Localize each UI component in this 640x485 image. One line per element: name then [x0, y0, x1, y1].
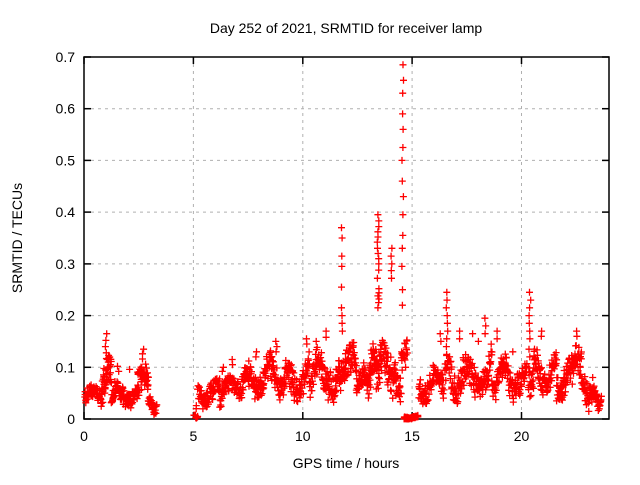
y-tick-label: 0.7 — [56, 49, 76, 65]
y-tick-label: 0.5 — [56, 152, 76, 168]
x-tick-label: 0 — [80, 428, 88, 444]
y-tick-label: 0.4 — [56, 204, 76, 220]
y-axis-label: SRMTID / TECUs — [9, 183, 25, 293]
x-axis-label: GPS time / hours — [293, 455, 400, 471]
x-tick-label: 5 — [190, 428, 198, 444]
x-tick-label: 20 — [514, 428, 530, 444]
y-tick-label: 0.2 — [56, 308, 76, 324]
x-tick-label: 10 — [295, 428, 311, 444]
chart-title: Day 252 of 2021, SRMTID for receiver lam… — [210, 20, 483, 36]
tick-labels: 0 0.1 0.2 0.3 0.4 0.5 0.6 0.7 0 5 10 15 20 — [56, 49, 530, 444]
plot-border — [83, 56, 610, 420]
y-tick-label: 0 — [67, 411, 75, 427]
y-tick-label: 0.3 — [56, 256, 76, 272]
grid-lines — [84, 57, 609, 419]
data-points-scatter — [81, 61, 605, 423]
axis-ticks — [83, 56, 609, 420]
y-tick-label: 0.1 — [56, 359, 76, 375]
y-tick-label: 0.6 — [56, 101, 76, 117]
x-tick-label: 15 — [404, 428, 420, 444]
